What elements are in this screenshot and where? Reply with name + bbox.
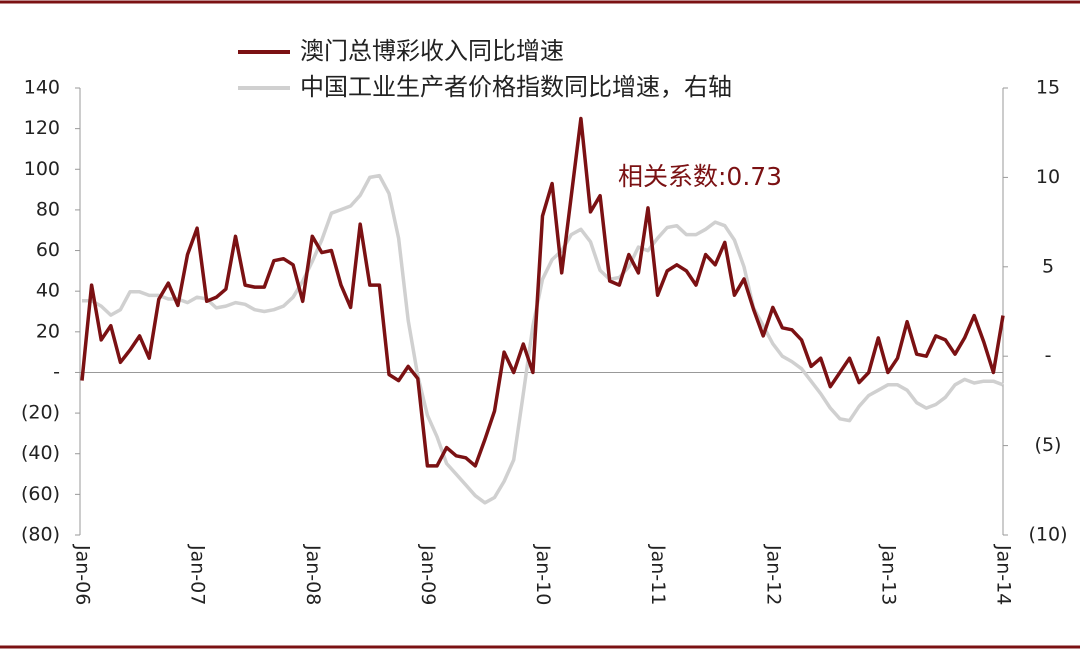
y-tick-label: (80) (21, 524, 60, 546)
y2-tick-label: 10 (1036, 166, 1060, 188)
x-tick-label: Jan-13 (877, 544, 899, 605)
y-tick-label: - (53, 361, 60, 383)
y-tick-label: (40) (21, 442, 60, 464)
y-tick-label: 120 (24, 117, 60, 139)
y-tick-label: 40 (36, 280, 60, 302)
x-tick-label: Jan-07 (187, 544, 209, 605)
y-tick-label: (60) (21, 483, 60, 505)
legend-label: 澳门总博彩收入同比增速 (300, 37, 564, 65)
x-tick-label: Jan-09 (417, 544, 439, 605)
y2-tick-label: 5 (1042, 255, 1054, 277)
y-tick-label: 60 (36, 239, 60, 261)
legend-label: 中国工业生产者价格指数同比增速，右轴 (300, 73, 732, 101)
x-tick-label: Jan-12 (762, 544, 784, 605)
y-tick-label: 100 (24, 158, 60, 180)
x-tick-label: Jan-14 (993, 544, 1015, 605)
y2-tick-label: (10) (1028, 524, 1067, 546)
x-tick-label: Jan-10 (532, 544, 554, 605)
y-tick-label: 20 (36, 320, 60, 342)
y-tick-label: (20) (21, 402, 60, 424)
series-line (80, 116, 1005, 468)
y2-tick-label: 15 (1036, 77, 1060, 99)
x-tick-label: Jan-06 (72, 544, 94, 605)
annotation: 相关系数:0.73 (618, 162, 782, 191)
x-tick-label: Jan-11 (647, 544, 669, 605)
x-tick-label: Jan-08 (302, 544, 324, 605)
y2-tick-label: (5) (1035, 434, 1062, 456)
y-tick-label: 80 (36, 198, 60, 220)
y-tick-label: 140 (24, 77, 60, 99)
y2-tick-label: - (1045, 345, 1052, 367)
series-line (82, 173, 1004, 505)
